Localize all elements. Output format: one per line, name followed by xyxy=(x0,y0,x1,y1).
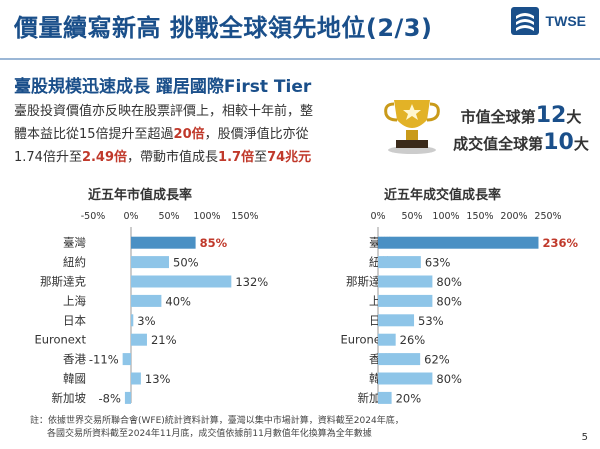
axis-tick-label: -50% xyxy=(81,211,106,222)
data-label: -8% xyxy=(99,391,121,405)
data-label: 80% xyxy=(436,275,462,289)
bar xyxy=(378,353,421,366)
footnote: 註：依據世界交易所聯合會(WFE)統計資料計算，臺灣以集中市場計算，資料截至20… xyxy=(30,415,404,441)
axis-tick-label: 100% xyxy=(193,211,220,222)
category-label: 上海 xyxy=(63,294,86,308)
data-label: 62% xyxy=(424,353,450,367)
category-label: 臺灣 xyxy=(63,236,86,250)
chart-title-turnover: 近五年成交值成長率 xyxy=(384,188,502,203)
bar xyxy=(131,372,141,385)
section-subtitle: 臺股規模迅速成長 躍居國際First Tier xyxy=(14,77,312,97)
bar xyxy=(131,236,196,249)
bar xyxy=(131,314,134,327)
bar xyxy=(131,275,232,288)
data-label: 13% xyxy=(145,372,171,386)
twse-logo: TWSE xyxy=(510,6,586,36)
data-label: 63% xyxy=(425,256,451,270)
bar xyxy=(378,275,433,288)
summary-paragraph: 臺股投資價值亦反映在股票評價上，相較十年前，整 體本益比從15倍提升至超過20倍… xyxy=(14,100,374,169)
page-number: 5 xyxy=(581,432,588,443)
axis-tick-label: 100% xyxy=(432,211,459,222)
footnote-line-2: 各國交易所資料截至2024年11月底，成交值依據前11月數值年化換算為全年數據 xyxy=(47,429,372,439)
summary-line-2: 體本益比從15倍提升至超過20倍，股價淨值比亦從 xyxy=(14,127,309,142)
data-label: 132% xyxy=(235,275,268,289)
bar xyxy=(378,372,433,385)
category-label: 新加坡 xyxy=(52,391,87,405)
footnote-line-1: 註：依據世界交易所聯合會(WFE)統計資料計算，臺灣以集中市場計算，資料截至20… xyxy=(30,416,404,426)
category-label: 日本 xyxy=(63,313,86,327)
rank-box: 市值全球第12大 成交值全球第10大 xyxy=(446,103,596,157)
axis-tick-label: 150% xyxy=(231,211,258,222)
bar xyxy=(378,314,415,327)
page-title: 價量續寫新高 挑戰全球領先地位(2/3) xyxy=(14,14,433,42)
twse-logo-icon xyxy=(510,7,539,35)
axis-tick-label: 250% xyxy=(534,211,561,222)
chart-title-market-cap: 近五年市值成長率 xyxy=(88,188,193,203)
bar xyxy=(378,256,421,269)
bar xyxy=(378,391,392,404)
market-cap-rank: 市值全球第12大 xyxy=(460,103,582,128)
turnover-rank: 成交值全球第10大 xyxy=(453,130,589,155)
category-label: 韓國 xyxy=(63,372,86,386)
bar xyxy=(122,353,131,366)
data-label: 3% xyxy=(137,314,155,328)
data-label: 40% xyxy=(165,294,191,308)
axis-tick-label: 0% xyxy=(370,211,385,222)
logo-text: TWSE xyxy=(545,13,586,29)
data-label: 80% xyxy=(436,372,462,386)
data-label: 21% xyxy=(151,333,177,347)
data-label: -11% xyxy=(89,353,119,367)
data-label: 236% xyxy=(542,236,578,250)
category-label: 那斯達克 xyxy=(40,275,86,289)
axis-tick-label: 50% xyxy=(158,211,179,222)
bar xyxy=(124,391,131,404)
category-label: 紐約 xyxy=(63,255,86,269)
axis-tick-label: 150% xyxy=(466,211,493,222)
axis-tick-label: 50% xyxy=(401,211,422,222)
data-label: 85% xyxy=(200,236,228,250)
data-label: 53% xyxy=(418,314,444,328)
turnover-growth-chart: 0%50%100%150%200%250%臺灣236%紐約63%那斯達克80%上… xyxy=(340,211,578,405)
summary-line-1: 臺股投資價值亦反映在股票評價上，相較十年前，整 xyxy=(14,104,314,119)
bar xyxy=(131,294,162,307)
market-cap-growth-chart: -50% 0% 50% 100% 150% 臺灣 85% 紐約 50% 那斯達克 132% 上海 40%… xyxy=(34,211,268,405)
bar xyxy=(378,294,433,307)
category-label: 香港 xyxy=(63,352,86,366)
data-label: 80% xyxy=(436,294,462,308)
axis-tick-label: 200% xyxy=(500,211,527,222)
axis-tick-label: 0% xyxy=(123,211,138,222)
summary-line-3: 1.74倍升至2.49倍，帶動市值成長1.7倍至74兆元 xyxy=(14,150,312,165)
data-label: 50% xyxy=(173,256,199,270)
header-divider xyxy=(0,58,600,60)
data-label: 26% xyxy=(400,333,426,347)
category-label: Euronext xyxy=(34,333,86,347)
bar xyxy=(378,333,396,346)
trophy-icon xyxy=(384,100,440,154)
bar xyxy=(131,256,169,269)
data-label: 20% xyxy=(396,391,422,405)
bar xyxy=(131,333,147,346)
bar xyxy=(378,236,539,249)
